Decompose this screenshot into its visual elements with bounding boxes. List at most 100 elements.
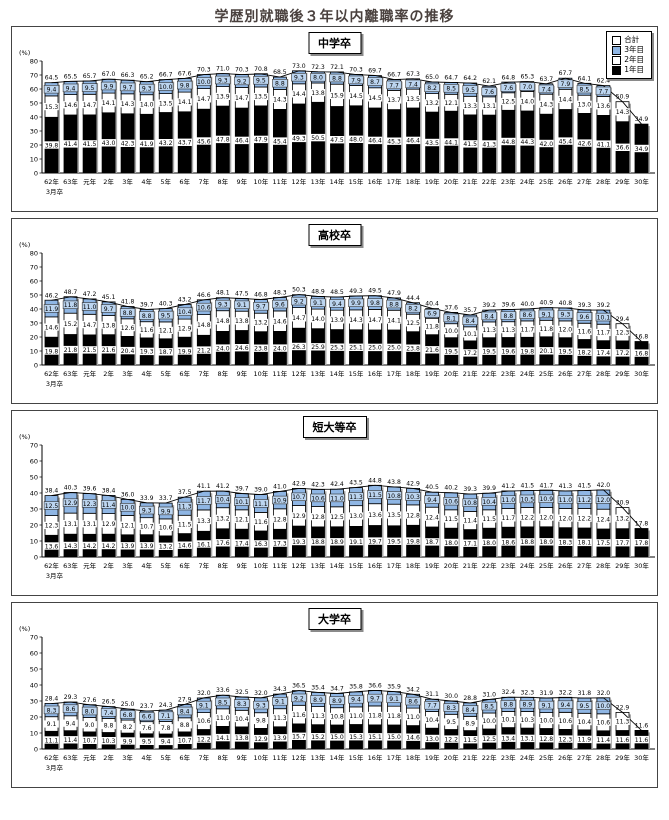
svg-text:29年: 29年 [615,177,630,186]
svg-text:26年: 26年 [558,753,573,762]
svg-text:13.1: 13.1 [83,521,97,528]
svg-text:0: 0 [34,361,38,369]
svg-text:60: 60 [30,277,38,285]
svg-text:13.9: 13.9 [330,317,344,324]
svg-text:4年: 4年 [141,177,152,186]
svg-text:21.6: 21.6 [425,347,439,354]
svg-text:12.8: 12.8 [406,512,420,519]
svg-text:8.3: 8.3 [237,701,247,708]
svg-text:19.8: 19.8 [406,538,420,545]
svg-text:49.5: 49.5 [368,288,382,295]
svg-text:62.4: 62.4 [597,78,611,85]
svg-text:17.4: 17.4 [597,350,611,357]
svg-text:27.6: 27.6 [83,697,97,704]
svg-text:7.4: 7.4 [104,710,114,717]
svg-text:46.2: 46.2 [45,292,59,299]
svg-text:41.9: 41.9 [140,141,154,148]
svg-text:17.2: 17.2 [463,350,477,357]
svg-text:66.7: 66.7 [387,72,401,79]
svg-text:10.9: 10.9 [540,496,554,503]
svg-text:37.6: 37.6 [444,304,458,311]
svg-text:39.2: 39.2 [482,302,496,309]
svg-text:12年: 12年 [292,561,307,570]
svg-text:39.2: 39.2 [597,302,611,309]
svg-text:20: 20 [30,521,38,529]
svg-text:12.8: 12.8 [311,514,325,521]
svg-text:65.2: 65.2 [140,74,154,81]
svg-text:8.3: 8.3 [47,707,57,714]
svg-text:12.9: 12.9 [254,736,268,743]
svg-text:9.5: 9.5 [580,703,590,710]
svg-text:48.3: 48.3 [273,289,287,296]
svg-text:9.3: 9.3 [218,302,228,309]
svg-text:10年: 10年 [254,369,269,378]
svg-text:13.9: 13.9 [140,543,154,550]
svg-text:13.8: 13.8 [235,318,249,325]
svg-text:67.3: 67.3 [406,71,420,78]
svg-text:14.3: 14.3 [121,101,135,108]
svg-text:45.4: 45.4 [559,138,573,145]
svg-text:7年: 7年 [198,369,209,378]
svg-text:9.3: 9.3 [256,703,266,710]
svg-text:13.1: 13.1 [64,521,78,528]
svg-text:8.8: 8.8 [123,310,133,317]
svg-text:8.6: 8.6 [522,312,532,319]
svg-text:14.7: 14.7 [197,96,211,103]
svg-text:41.3: 41.3 [559,483,573,490]
svg-text:62年: 62年 [44,561,59,570]
svg-text:8.1: 8.1 [446,315,456,322]
svg-text:70.3: 70.3 [197,67,211,74]
svg-text:32.0: 32.0 [597,690,611,697]
svg-text:10.6: 10.6 [444,499,458,506]
svg-text:19.5: 19.5 [387,539,401,546]
svg-text:40: 40 [30,113,38,121]
svg-text:43.7: 43.7 [178,140,192,147]
svg-text:9.7: 9.7 [256,304,266,311]
svg-text:10: 10 [30,537,38,545]
svg-text:13.8: 13.8 [311,90,325,97]
svg-text:9.7: 9.7 [370,696,380,703]
svg-text:7年: 7年 [198,177,209,186]
svg-text:0: 0 [34,553,38,561]
svg-text:9.4: 9.4 [161,739,171,746]
svg-text:30年: 30年 [634,369,649,378]
svg-text:38.4: 38.4 [102,488,116,495]
svg-text:23.7: 23.7 [140,703,154,710]
svg-text:9.4: 9.4 [332,301,342,308]
svg-text:25年: 25年 [539,753,554,762]
legend-swatch-year3 [612,45,622,55]
svg-text:19.6: 19.6 [502,349,516,356]
svg-text:15.2: 15.2 [64,321,78,328]
svg-text:15.7: 15.7 [292,734,306,741]
svg-text:23年: 23年 [501,753,516,762]
svg-text:13.5: 13.5 [406,96,420,103]
svg-text:12.1: 12.1 [235,517,249,524]
svg-text:11年: 11年 [273,369,288,378]
svg-text:12.0: 12.0 [597,497,611,504]
svg-text:11.0: 11.0 [83,304,97,311]
svg-text:16年: 16年 [368,561,383,570]
svg-text:18.0: 18.0 [444,540,458,547]
svg-text:17.8: 17.8 [635,540,649,547]
svg-text:60: 60 [30,85,38,93]
svg-text:13.2: 13.2 [425,100,439,107]
svg-text:62年: 62年 [44,177,59,186]
svg-text:11.7: 11.7 [597,330,611,337]
svg-text:3月卒: 3月卒 [46,379,64,388]
svg-text:9.4: 9.4 [561,702,571,709]
svg-text:12.8: 12.8 [273,516,287,523]
svg-text:元年: 元年 [83,369,97,378]
svg-text:32.4: 32.4 [502,689,516,696]
svg-text:33.6: 33.6 [216,687,230,694]
chart-panel-high-school: 高校卒 0 10 20 30 40 50 60 70 80 (%) 19.8 14.6 11.9 46.2… [11,218,658,404]
svg-text:14.3: 14.3 [540,101,554,108]
svg-text:40.9: 40.9 [540,300,554,307]
svg-text:21年: 21年 [463,753,478,762]
svg-text:72.3: 72.3 [311,64,325,71]
svg-text:47.2: 47.2 [83,291,97,298]
svg-text:10.1: 10.1 [597,315,611,322]
svg-text:(%): (%) [19,49,30,57]
svg-text:2年: 2年 [103,369,114,378]
svg-text:12.4: 12.4 [597,516,611,523]
svg-text:29年: 29年 [615,369,630,378]
